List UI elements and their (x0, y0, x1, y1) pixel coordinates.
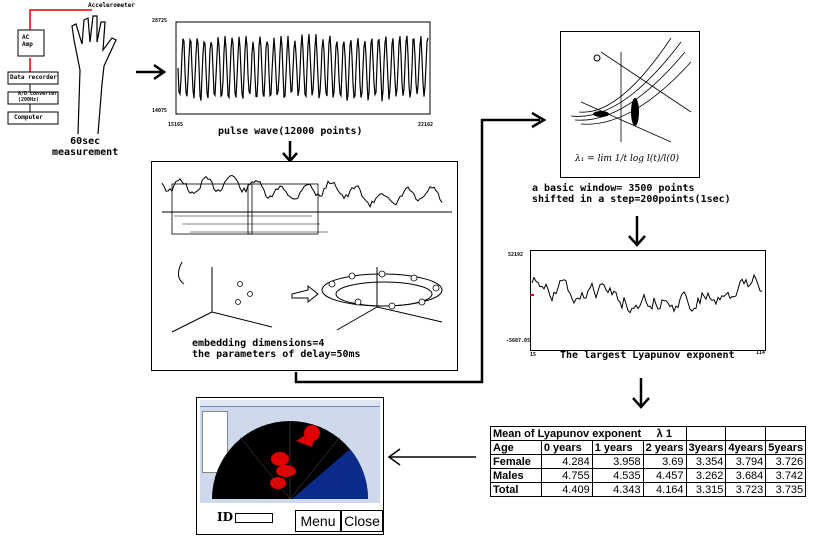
lyap-x-right: 114 (756, 350, 766, 356)
table-row-label: Males (490, 468, 542, 483)
data-recorder-label: Data recorder (10, 74, 57, 81)
table-cell: 3.735 (765, 482, 807, 497)
embedding-caption-2: the parameters of delay=50ms (192, 349, 361, 360)
divergence-diagram (570, 37, 692, 143)
menu-button[interactable]: Menu (295, 510, 341, 532)
arrow-down-icon (632, 378, 650, 409)
table-cell: 4.164 (642, 482, 687, 497)
table-lambda: λ 1 (643, 426, 687, 441)
table-row: Males 4.755 4.535 4.457 3.262 3.684 3.742 (490, 468, 807, 483)
table-header-cell: 5years (765, 440, 807, 455)
table-cell: 3.723 (725, 482, 767, 497)
table-cell: 3.684 (725, 468, 767, 483)
table-header-cell: 3years (685, 440, 727, 455)
table-cell: 3.794 (725, 454, 767, 469)
table-row: Female 4.284 3.958 3.69 3.354 3.794 3.726 (490, 454, 807, 469)
table-cell: 4.284 (540, 454, 593, 469)
table-title: Mean of Lyapunov exponent (490, 426, 644, 441)
table-cell: 3.354 (685, 454, 727, 469)
embedding-panel: embedding dimensions=4 the parameters of… (151, 161, 458, 371)
app-window: ID Menu Close (196, 397, 384, 535)
lyap-x-left: 15 (530, 352, 537, 358)
arrow-left-icon (387, 448, 476, 466)
table-row-label: Total (490, 482, 542, 497)
app-canvas (200, 407, 380, 503)
table-header-cell: Age (490, 440, 542, 455)
ad-converter-label: A/D converter (200Hz) (18, 91, 58, 103)
table-cell: 3.262 (685, 468, 727, 483)
arrow-down-icon (628, 216, 646, 247)
table-cell: 4.755 (540, 468, 593, 483)
setup-caption: 60sec measurement (52, 136, 119, 158)
embedding-caption-1: embedding dimensions=4 (192, 338, 325, 349)
window-caption-1: a basic window= 3500 points (532, 183, 695, 194)
lyapunov-plot (530, 250, 766, 351)
table-header-cell: 0 years (540, 440, 593, 455)
pulse-x-right: 22162 (418, 122, 434, 128)
table-title-row: Mean of Lyapunov exponent λ 1 (490, 426, 807, 441)
lyap-caption: The largest Lyapunov exponent (560, 350, 735, 361)
table-cell: 3.69 (642, 454, 687, 469)
lyap-y-bottom: -5687.05 (506, 338, 531, 344)
table-cell: 4.409 (540, 482, 593, 497)
radar-chart (212, 421, 369, 500)
lyap-y-top: 52192 (508, 252, 524, 258)
connector-arrow-icon (294, 111, 547, 384)
table-cell: 4.343 (591, 482, 644, 497)
close-button[interactable]: Close (341, 510, 383, 532)
hand-icon (71, 15, 117, 135)
lyapunov-diagram-panel: λ₁ = lim 1/t log l(t)/l(0) (560, 31, 700, 178)
lyapunov-formula: λ₁ = lim 1/t log l(t)/l(0) (575, 154, 680, 164)
pulse-y-top: 28725 (152, 18, 168, 24)
table-header-cell: 2 years (642, 440, 687, 455)
pulse-caption: pulse wave(12000 points) (218, 126, 363, 137)
table-cell: 3.315 (685, 482, 727, 497)
table-header-cell: 4years (725, 440, 767, 455)
pulse-y-bottom: 14075 (152, 108, 168, 114)
arrow-right-icon (136, 63, 167, 81)
embedding-diagram (161, 174, 452, 333)
lyapunov-table: Mean of Lyapunov exponent λ 1 Age 0 years… (490, 426, 807, 497)
table-row: Total 4.409 4.343 4.164 3.315 3.723 3.735 (490, 482, 807, 497)
table-header-cell: 1 years (591, 440, 644, 455)
lyapunov-table-panel: Mean of Lyapunov exponent λ 1 Age 0 years… (490, 426, 829, 497)
window-caption-2: shifted in a step=200points(1sec) (532, 194, 731, 205)
pulse-wave-plot (175, 21, 431, 115)
pulse-x-left: 15165 (168, 122, 184, 128)
accelerometer-label: Accelerometer (88, 2, 135, 9)
table-cell: 4.457 (642, 468, 687, 483)
ac-amp-label: AC Amp (22, 34, 33, 48)
table-row-label: Female (490, 454, 542, 469)
table-cell: 4.535 (591, 468, 644, 483)
id-label: ID (217, 510, 234, 524)
setup-schematic (7, 9, 117, 135)
table-cell: 3.726 (765, 454, 807, 469)
table-header-row: Age 0 years 1 years 2 years 3years 4years 5yea… (490, 440, 807, 455)
table-cell: 3.958 (591, 454, 644, 469)
table-cell: 3.742 (765, 468, 807, 483)
app-menubar (200, 400, 380, 407)
pulse-wave-line (177, 34, 429, 102)
id-input[interactable] (235, 513, 273, 523)
computer-label: Computer (14, 114, 43, 121)
